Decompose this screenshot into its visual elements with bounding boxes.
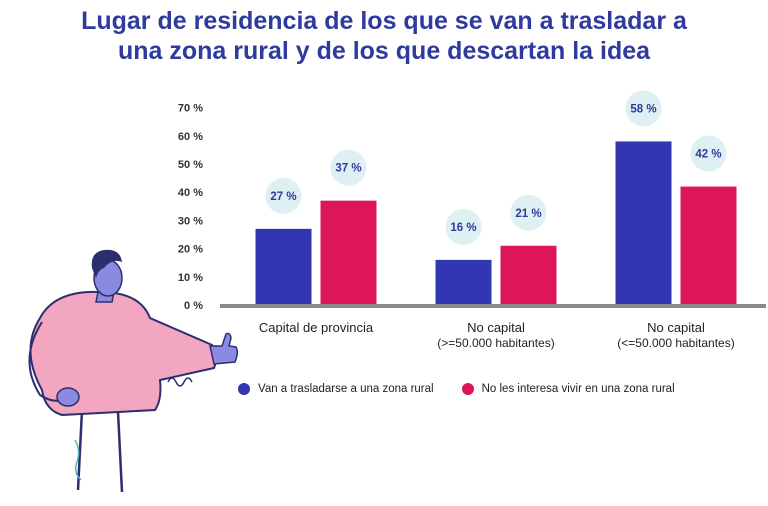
- value-label-bubble: [330, 149, 367, 186]
- bar-1-1: [255, 228, 312, 305]
- bar-2-1: [320, 200, 377, 305]
- legend-item-series-1: Van a trasladarse a una zona rural: [238, 383, 434, 395]
- x-category-label: Capital de provincia: [259, 320, 374, 335]
- value-label-bubble: [445, 208, 482, 245]
- chart-title-line-2: una zona rural y de los que descartan la…: [117, 37, 651, 65]
- value-label-bubble: [510, 194, 547, 231]
- bar-2-3: [680, 186, 737, 305]
- y-tick-label: 40 %: [178, 187, 203, 199]
- chart-legend: Van a trasladarse a una zona rural No le…: [238, 383, 675, 395]
- value-label: 21 %: [515, 208, 541, 220]
- y-tick-label: 0 %: [184, 300, 203, 312]
- legend-label-series-2: No les interesa vivir en una zona rural: [481, 383, 675, 395]
- x-category-label: (<=50.000 habitantes): [617, 336, 734, 350]
- x-category-label: No capital: [647, 320, 705, 335]
- legend-swatch-series-1: [238, 383, 250, 395]
- value-label-bubble: [625, 90, 662, 127]
- x-category-label: (>=50.000 habitantes): [437, 336, 554, 350]
- y-tick-label: 50 %: [178, 159, 203, 171]
- y-tick-label: 20 %: [178, 244, 203, 256]
- y-axis-tick-labels: 0 % 10 % 20 % 30 % 40 % 50 % 60 % 70 %: [178, 103, 203, 312]
- bar-1-2: [435, 259, 492, 305]
- value-label: 16 %: [450, 222, 476, 234]
- value-label-bubble: [690, 135, 727, 172]
- y-tick-label: 30 %: [178, 215, 203, 227]
- bars-group: 27 % 37 % 16 % 21 % 58 % 42 %: [255, 90, 737, 305]
- chart-title-line-1: Lugar de residencia de los que se van a …: [81, 7, 687, 35]
- bar-2-2: [500, 245, 557, 305]
- value-label: 42 %: [695, 149, 721, 161]
- legend-item-series-2: No les interesa vivir en una zona rural: [461, 383, 675, 395]
- legend-swatch-series-2: [461, 383, 474, 395]
- person-illustration: [28, 249, 239, 493]
- legend-label-series-1: Van a trasladarse a una zona rural: [258, 383, 434, 395]
- value-label-bubble: [265, 177, 302, 214]
- y-tick-label: 60 %: [178, 131, 203, 143]
- value-label: 37 %: [335, 163, 361, 175]
- x-axis-category-labels: Capital de provincia No capital(>=50.000 …: [259, 320, 735, 350]
- chart-title: Lugar de residencia de los que se van a …: [0, 6, 768, 66]
- value-label: 27 %: [270, 191, 296, 203]
- y-tick-label: 70 %: [178, 103, 203, 115]
- bar-1-3: [615, 141, 672, 305]
- value-label: 58 %: [630, 103, 656, 115]
- y-tick-label: 10 %: [178, 272, 203, 284]
- x-category-label: No capital: [467, 320, 525, 335]
